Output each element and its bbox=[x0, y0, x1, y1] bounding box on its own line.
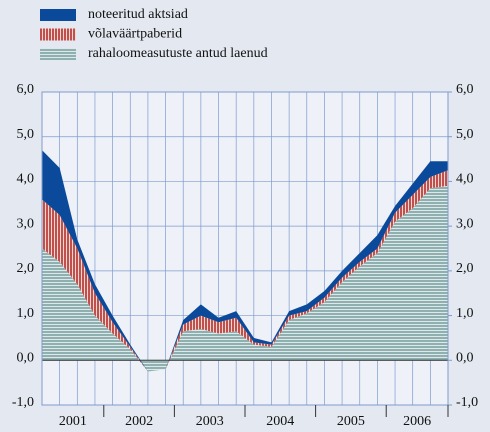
y2-tick-label: 0,0 bbox=[456, 351, 474, 366]
legend-label: rahaloomeasutuste antud laenud bbox=[88, 46, 268, 61]
y2-tick-label: 4,0 bbox=[456, 172, 474, 187]
y-tick-label: 0,0 bbox=[17, 351, 35, 366]
x-tick-label: 2003 bbox=[196, 414, 224, 429]
area bbox=[42, 185, 448, 372]
y2-tick-label: 3,0 bbox=[456, 216, 474, 231]
y-tick-label: 1,0 bbox=[17, 306, 35, 321]
y-tick-label: 2,0 bbox=[17, 261, 35, 276]
area bbox=[42, 170, 448, 372]
x-tick-label: 2006 bbox=[403, 414, 431, 429]
x-tick-label: 2004 bbox=[266, 414, 294, 429]
y-tick-label: 3,0 bbox=[17, 216, 35, 231]
y-tick-label: -1,0 bbox=[12, 395, 34, 410]
y2-tick-label: 2,0 bbox=[456, 261, 474, 276]
legend-label: võlaväärtpaberid bbox=[88, 27, 182, 42]
area bbox=[42, 150, 448, 372]
y-tick-label: 6,0 bbox=[17, 82, 35, 97]
x-tick-label: 2001 bbox=[59, 414, 87, 429]
y2-tick-label: 6,0 bbox=[456, 82, 474, 97]
y-tick-label: 4,0 bbox=[17, 172, 35, 187]
y-tick-label: 5,0 bbox=[17, 127, 35, 142]
x-tick-label: 2005 bbox=[337, 414, 365, 429]
x-tick-label: 2002 bbox=[125, 414, 153, 429]
legend-swatch bbox=[40, 28, 76, 41]
y2-tick-label: 1,0 bbox=[456, 306, 474, 321]
legend-swatch bbox=[40, 48, 76, 60]
y2-tick-label: -1,0 bbox=[456, 395, 478, 410]
legend-swatch bbox=[40, 9, 76, 21]
legend-label: noteeritud aktsiad bbox=[88, 7, 188, 22]
y2-tick-label: 5,0 bbox=[456, 127, 474, 142]
